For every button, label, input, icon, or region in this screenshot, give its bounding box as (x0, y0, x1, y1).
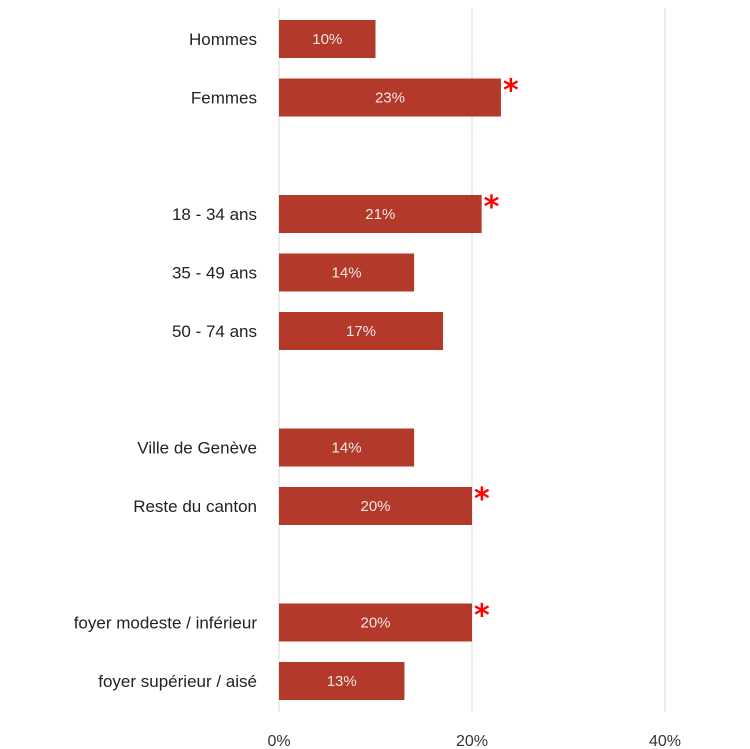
x-axis-ticks: 0% 20% 40% (267, 733, 681, 749)
category-labels: Hommes Femmes 18 - 34 ans 35 - 49 ans 50 - 7… (74, 30, 258, 691)
bar-value-label: 17% (346, 323, 376, 340)
significance-marker: * (474, 482, 490, 517)
bar-value-label: 20% (360, 615, 390, 632)
x-tick-label: 20% (456, 733, 488, 749)
bar (279, 195, 482, 233)
bar (279, 78, 501, 117)
bar (279, 20, 376, 58)
category-label: Ville de Genève (137, 439, 257, 458)
category-label: foyer supérieur / aisé (98, 672, 257, 691)
bar (279, 312, 444, 350)
significance-marker: * (484, 190, 500, 225)
bar-value-label: 13% (327, 673, 357, 690)
gridlines (278, 8, 666, 712)
bar-value-label: 23% (375, 90, 405, 107)
category-label: 35 - 49 ans (172, 264, 257, 283)
bar (279, 603, 472, 642)
bars: 10% 23% * 21% * 14% 17% 14% 20% * 20% * 13% (279, 20, 519, 700)
bar-value-label: 14% (332, 440, 362, 457)
x-tick-label: 0% (267, 733, 290, 749)
category-label: foyer modeste / inférieur (74, 614, 258, 633)
bar-value-label: 14% (332, 265, 362, 282)
bar (279, 428, 415, 467)
bar (279, 253, 415, 292)
category-label: Reste du canton (133, 497, 257, 516)
bar (279, 662, 405, 700)
category-label: 50 - 74 ans (172, 322, 257, 341)
bar-value-label: 21% (365, 206, 395, 223)
category-label: Femmes (191, 89, 257, 108)
significance-marker: * (474, 599, 490, 634)
x-tick-label: 40% (649, 733, 681, 749)
bar (279, 487, 472, 525)
significance-marker: * (503, 74, 519, 109)
category-label: Hommes (189, 30, 257, 49)
bar-value-label: 20% (360, 498, 390, 515)
bar-value-label: 10% (312, 31, 342, 48)
category-label: 18 - 34 ans (172, 205, 257, 224)
